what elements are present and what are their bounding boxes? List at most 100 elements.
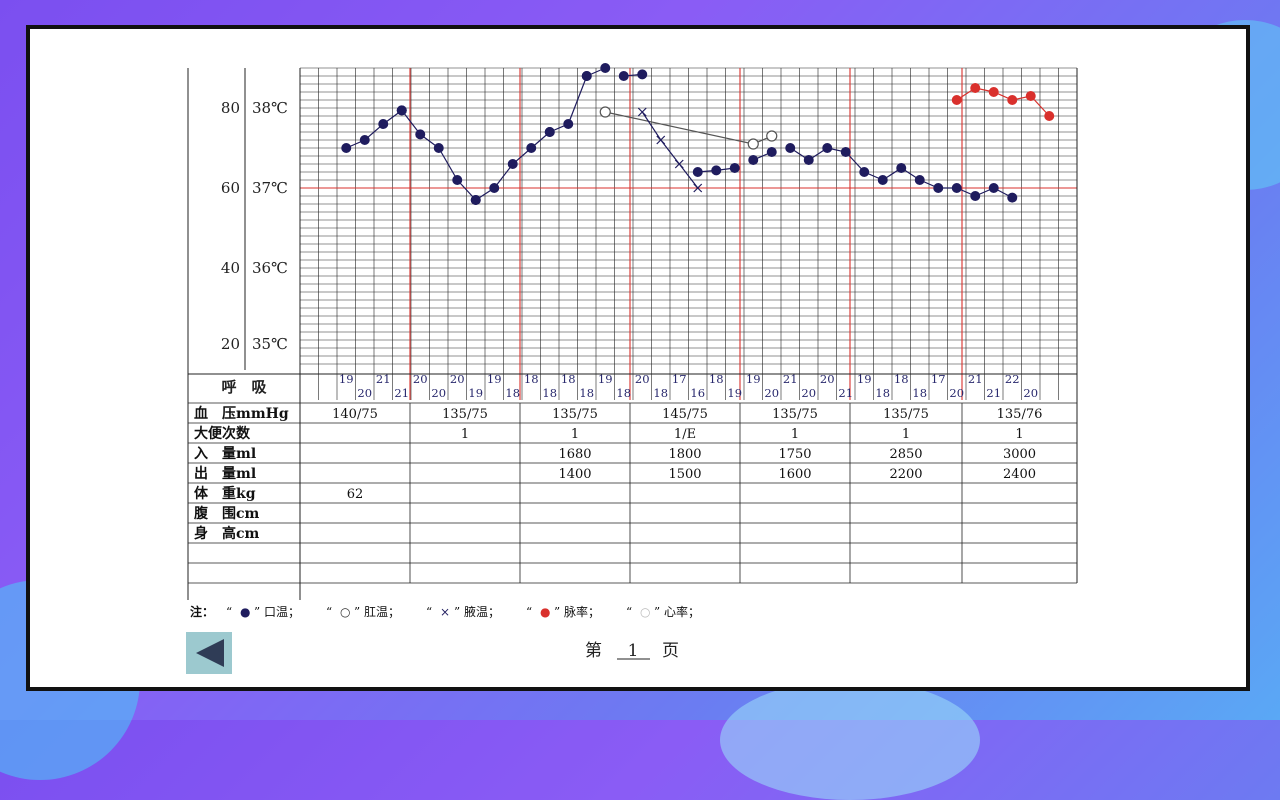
data-point	[859, 167, 870, 177]
respiration-value: 18	[505, 386, 520, 400]
data-point	[840, 147, 851, 157]
table-cell: 1/E	[674, 427, 696, 442]
legend-quote: ”	[354, 605, 360, 619]
legend-symbol: ○	[340, 605, 350, 619]
table-row-label: 出 量ml	[194, 465, 256, 482]
table-cell: 1680	[558, 447, 591, 462]
table-cell: 1	[571, 427, 579, 442]
legend-prefix: 注：	[190, 604, 214, 619]
respiration-value: 18	[875, 386, 890, 400]
legend-symbol: ○	[640, 605, 650, 619]
table-cell: 1500	[668, 467, 701, 482]
data-point	[1044, 111, 1055, 121]
legend-quote: “	[426, 605, 432, 619]
data-point	[359, 135, 370, 145]
legend-symbol: ×	[440, 605, 450, 619]
pulse-tick-label: 40	[221, 259, 240, 277]
data-point	[599, 106, 611, 118]
respiration-value: 20	[820, 372, 835, 386]
legend-quote: ”	[254, 605, 260, 619]
respiration-value: 18	[653, 386, 668, 400]
table-cell: 62	[347, 487, 364, 502]
table-cell: 145/75	[662, 407, 708, 422]
table-cell: 135/75	[883, 407, 929, 422]
respiration-value: 20	[413, 372, 428, 386]
legend-label: 腋温；	[464, 604, 500, 619]
pulse-tick-label: 20	[221, 335, 240, 353]
data-point	[656, 135, 666, 145]
data-point	[544, 127, 555, 137]
legend-symbol: ●	[240, 605, 250, 619]
data-point	[581, 71, 592, 81]
data-point	[988, 87, 999, 97]
table-cell: 1	[791, 427, 799, 442]
respiration-value: 20	[431, 386, 446, 400]
data-point	[341, 143, 352, 153]
table-cell: 1	[1015, 427, 1023, 442]
data-point	[507, 159, 518, 169]
respiration-value: 18	[542, 386, 557, 400]
pulse-tick-label: 60	[221, 179, 240, 197]
data-point	[711, 165, 722, 176]
respiration-value: 19	[598, 372, 613, 386]
table-cell: 135/75	[552, 407, 598, 422]
data-point	[933, 183, 944, 193]
respiration-value: 21	[986, 386, 1001, 400]
respiration-value: 17	[672, 372, 687, 386]
respiration-value: 20	[801, 386, 816, 400]
data-point	[803, 155, 814, 165]
respiration-value: 18	[912, 386, 927, 400]
data-point	[452, 175, 463, 185]
data-point	[692, 167, 703, 177]
legend-quote: “	[626, 605, 632, 619]
data-point	[637, 69, 648, 80]
page-suffix: 页	[662, 641, 679, 661]
respiration-value: 19	[468, 386, 483, 400]
table-cell: 1	[461, 427, 469, 442]
respiration-value: 18	[524, 372, 539, 386]
data-point	[896, 163, 907, 173]
respiration-value: 18	[579, 386, 594, 400]
data-point	[729, 163, 740, 173]
pulse-tick-label: 80	[221, 99, 240, 117]
prev-slide-button[interactable]	[186, 632, 232, 674]
table-cell: 135/76	[997, 407, 1043, 422]
table-row-label: 腹 围cm	[194, 505, 260, 522]
data-point	[600, 63, 611, 73]
data-point	[988, 183, 999, 193]
table-cell: 1600	[778, 467, 811, 482]
data-point	[637, 107, 647, 117]
data-point	[747, 138, 759, 150]
table-cell: 2400	[1003, 467, 1036, 482]
data-point	[563, 119, 574, 129]
table-row-label: 大便次数	[194, 425, 251, 442]
respiration-value: 20	[764, 386, 779, 400]
data-point	[766, 147, 777, 157]
data-point	[748, 155, 759, 165]
legend-quote: “	[526, 605, 532, 619]
table-cell: 135/75	[772, 407, 818, 422]
respiration-value: 20	[450, 372, 465, 386]
series-line	[641, 111, 699, 189]
data-point	[396, 105, 407, 116]
legend-quote: “	[326, 605, 332, 619]
triangle-left-icon	[196, 639, 224, 667]
data-point	[914, 175, 925, 185]
data-point	[433, 143, 444, 153]
respiration-value: 21	[838, 386, 853, 400]
table-cell: 1750	[778, 447, 811, 462]
page-number: 1	[628, 641, 639, 661]
table-cell: 135/75	[442, 407, 488, 422]
legend-label: 心率；	[664, 604, 700, 619]
respiration-value: 18	[616, 386, 631, 400]
table-row-label: 入 量ml	[194, 446, 256, 462]
respiration-value: 20	[635, 372, 650, 386]
slide-panel: 80 38℃ 60 37℃ 40 36℃ 20 35℃ 呼 吸 19 20 21 21 20 20 20 19…	[26, 25, 1250, 691]
table-cell: 3000	[1003, 447, 1036, 462]
page-prefix: 第	[585, 641, 602, 661]
respiration-value: 19	[727, 386, 742, 400]
data-point	[766, 130, 778, 142]
table-cell: 140/75	[332, 407, 378, 422]
temp-tick-label: 35℃	[252, 335, 288, 353]
respiration-value: 18	[561, 372, 576, 386]
